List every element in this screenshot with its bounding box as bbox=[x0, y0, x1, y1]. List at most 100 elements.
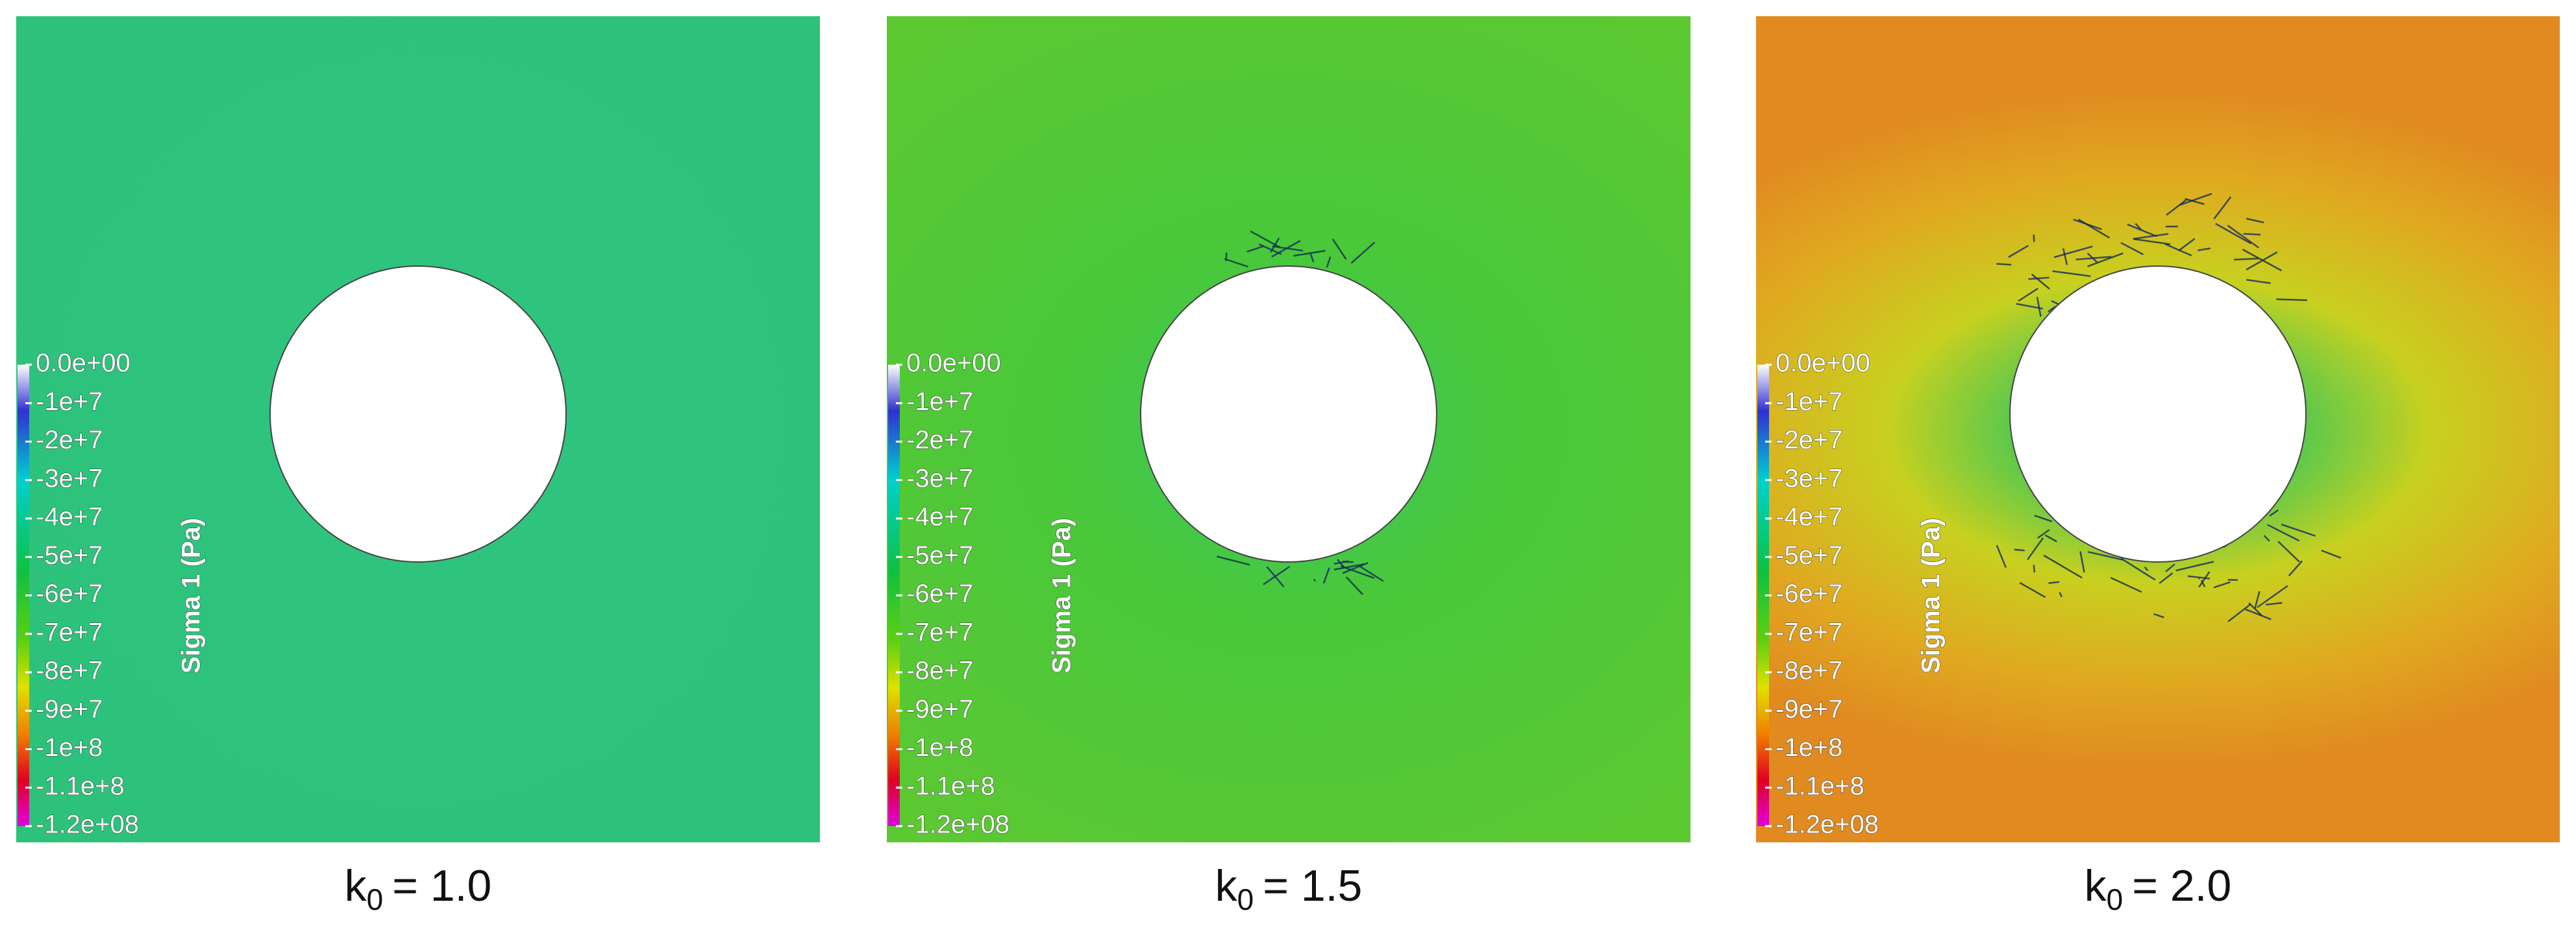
crack bbox=[1258, 243, 1282, 256]
crack bbox=[2213, 581, 2231, 589]
crack bbox=[1326, 256, 1331, 268]
crack bbox=[1217, 556, 1250, 566]
crack bbox=[2213, 196, 2232, 219]
crack bbox=[2175, 561, 2214, 572]
colorbar-label: -8e+7 bbox=[36, 657, 103, 685]
crack bbox=[1345, 576, 1364, 595]
colorbar-label: -3e+7 bbox=[36, 464, 103, 493]
crack bbox=[2159, 572, 2174, 584]
crack bbox=[1246, 245, 1264, 253]
crack bbox=[2257, 585, 2288, 609]
colorbar-label: -1.2e+08 bbox=[1776, 811, 1879, 839]
hole bbox=[269, 265, 567, 563]
crack bbox=[1333, 563, 1365, 570]
colorbar-title: Sigma 1 (Pa) bbox=[1048, 518, 1076, 674]
colorbar-label: -3e+7 bbox=[1776, 464, 1842, 493]
crack bbox=[2277, 541, 2301, 563]
colorbar-label: -2e+7 bbox=[906, 426, 973, 454]
crack bbox=[2053, 245, 2093, 258]
crack bbox=[2215, 223, 2252, 245]
colorbar-label: -5e+7 bbox=[1776, 541, 1842, 570]
colorbar-label: -1e+8 bbox=[906, 733, 973, 762]
caption-symbol: k bbox=[1215, 861, 1238, 910]
crack bbox=[2246, 278, 2271, 284]
colorbar-label: -6e+7 bbox=[1776, 580, 1842, 608]
colorbar-label: -5e+7 bbox=[906, 541, 973, 570]
crack bbox=[2075, 256, 2112, 261]
colorbar-label: 0.0e+00 bbox=[1776, 349, 1870, 378]
panel: 0.0e+00 -1e+7 -2e+7 -3e+7 -4e+7 -5e+7 -6e+7 -7e… bbox=[1756, 16, 2560, 916]
crack bbox=[2164, 243, 2192, 256]
crack bbox=[2153, 613, 2164, 618]
hole bbox=[2009, 265, 2307, 563]
crack bbox=[2248, 602, 2263, 617]
crack bbox=[2276, 298, 2307, 301]
crack bbox=[2133, 238, 2171, 245]
colorbar-label: -5e+7 bbox=[36, 541, 103, 570]
caption-subscript: 0 bbox=[367, 883, 384, 916]
caption-value: = 1.0 bbox=[392, 861, 491, 910]
colorbar-label: -1e+8 bbox=[36, 733, 103, 762]
caption-subscript: 0 bbox=[2107, 883, 2124, 916]
crack bbox=[1225, 252, 1228, 262]
crack bbox=[2048, 581, 2060, 584]
crack bbox=[2062, 248, 2068, 265]
crack bbox=[2242, 249, 2283, 272]
crack bbox=[1359, 565, 1384, 582]
colorbar-label: -1e+7 bbox=[906, 387, 973, 416]
crack bbox=[2043, 554, 2083, 579]
crack bbox=[2133, 233, 2169, 240]
crack bbox=[2120, 241, 2144, 256]
crack bbox=[2198, 247, 2211, 252]
caption-value: = 2.0 bbox=[2132, 861, 2231, 910]
panel: 0.0e+00 -1e+7 -2e+7 -3e+7 -4e+7 -5e+7 -6e+7 -7e… bbox=[887, 16, 1690, 916]
crack bbox=[2036, 297, 2042, 317]
crack bbox=[2037, 529, 2050, 539]
colorbar-label: -9e+7 bbox=[36, 695, 103, 724]
crack bbox=[1309, 253, 1315, 263]
crack bbox=[2179, 193, 2212, 206]
hole bbox=[1140, 265, 1437, 563]
crack bbox=[1350, 241, 1376, 264]
crack bbox=[2048, 305, 2057, 313]
crack bbox=[1996, 544, 2007, 568]
colorbar-label: -7e+7 bbox=[1776, 618, 1842, 646]
crack bbox=[2127, 223, 2157, 238]
crack bbox=[2120, 557, 2156, 581]
crack bbox=[2166, 199, 2187, 216]
crack bbox=[2263, 535, 2270, 542]
crack bbox=[2034, 515, 2053, 522]
crack bbox=[2321, 549, 2342, 559]
crack bbox=[1342, 562, 1368, 574]
crack bbox=[2027, 537, 2044, 561]
crack bbox=[2281, 523, 2316, 537]
colorbar-label: -1.1e+8 bbox=[36, 772, 125, 800]
caption: k0 = 2.0 bbox=[2085, 861, 2232, 916]
crack bbox=[1996, 263, 2012, 266]
caption-subscript: 0 bbox=[1237, 883, 1254, 916]
crack bbox=[2269, 509, 2279, 517]
crack bbox=[2233, 258, 2259, 261]
colorbar-label: 0.0e+00 bbox=[906, 349, 1001, 378]
crack bbox=[2087, 551, 2124, 561]
crack bbox=[2165, 563, 2175, 572]
crack bbox=[1331, 238, 1347, 260]
caption: k0 = 1.0 bbox=[345, 861, 492, 916]
crack bbox=[2144, 566, 2149, 571]
caption-value: = 1.5 bbox=[1263, 861, 1362, 910]
crack bbox=[2200, 580, 2206, 588]
crack bbox=[2185, 198, 2205, 205]
crack bbox=[2246, 217, 2264, 224]
colorbar-label: -6e+7 bbox=[36, 580, 103, 608]
crack bbox=[2227, 603, 2251, 622]
crack bbox=[2019, 581, 2046, 598]
colorbar-label: -9e+7 bbox=[906, 695, 973, 724]
colorbar-label: -3e+7 bbox=[906, 464, 973, 493]
colorbar-label: -6e+7 bbox=[906, 580, 973, 608]
caption: k0 = 1.5 bbox=[1215, 861, 1363, 916]
crack bbox=[1322, 567, 1330, 584]
colorbar-label: -8e+7 bbox=[906, 657, 973, 685]
caption-symbol: k bbox=[345, 861, 367, 910]
colorbar-title: Sigma 1 (Pa) bbox=[1917, 518, 1946, 674]
